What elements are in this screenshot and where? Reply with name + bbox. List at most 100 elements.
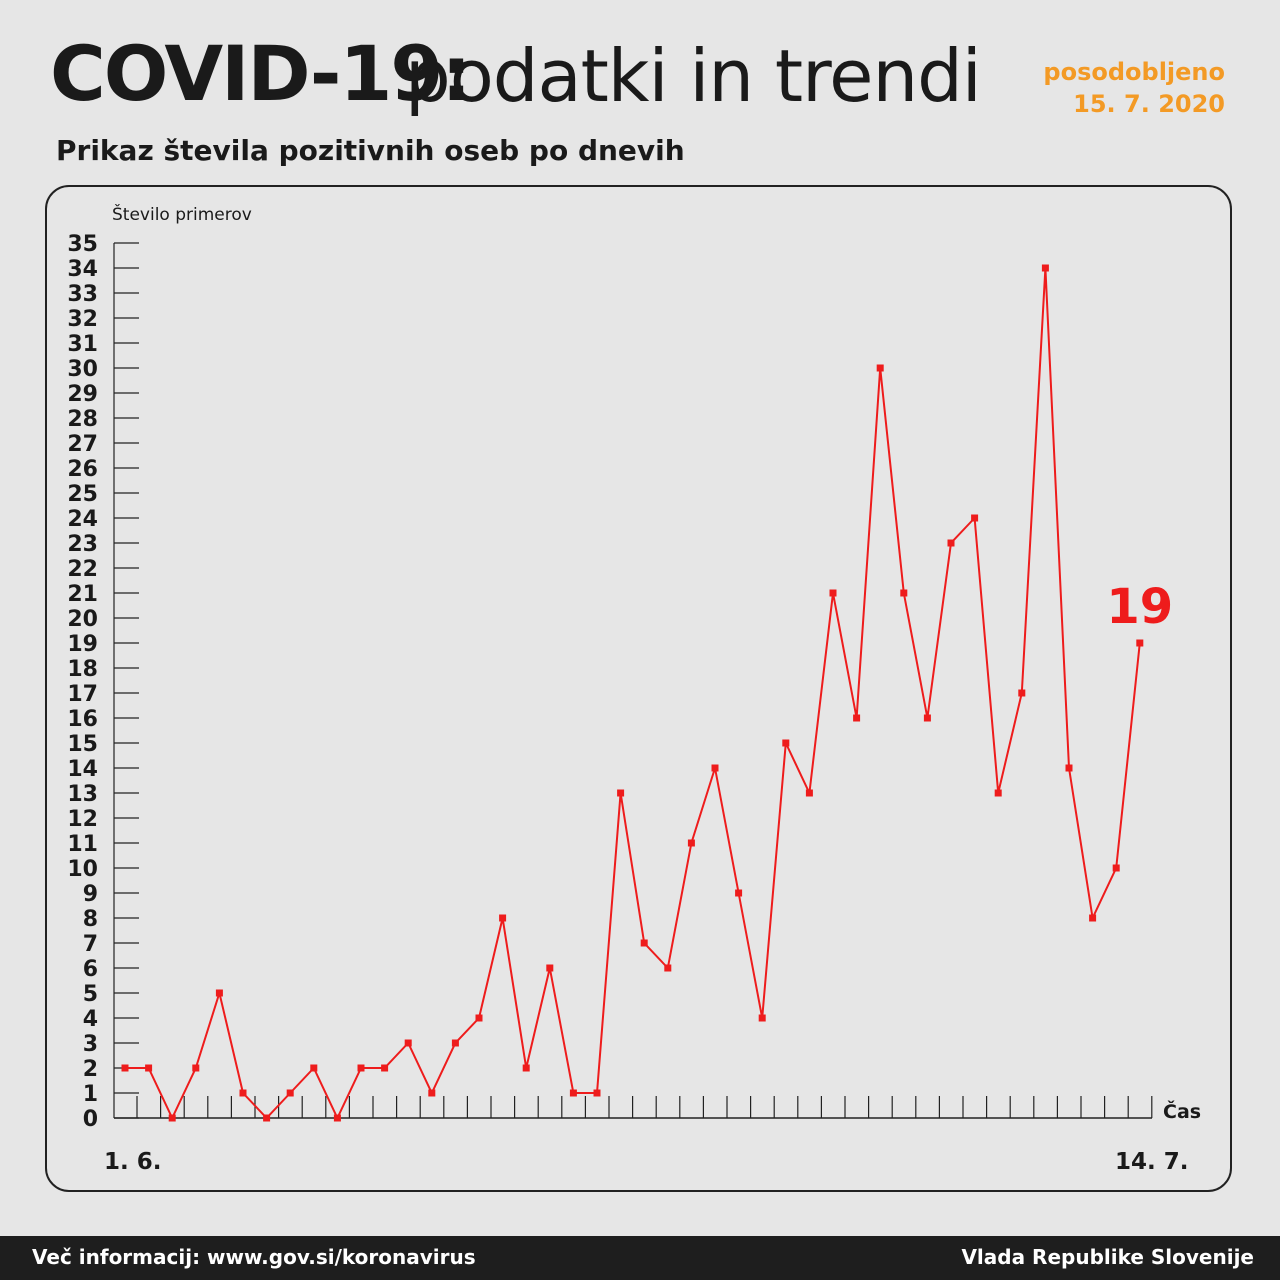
data-point [286,1089,294,1097]
data-point [617,789,625,797]
data-point [735,889,743,897]
data-point [192,1064,200,1072]
data-point [381,1064,389,1072]
y-tick-label: 12 [67,807,98,832]
data-point [1018,689,1026,697]
y-tick-label: 28 [67,407,98,432]
y-tick-label: 14 [67,757,98,782]
y-tick-label: 9 [83,882,98,907]
chart-panel [45,185,1232,1192]
data-point [1041,264,1049,272]
y-tick-label: 33 [67,282,98,307]
data-point [404,1039,412,1047]
x-axis [114,1096,1153,1119]
x-start-label: 1. 6. [104,1149,162,1175]
y-tick-label: 16 [67,707,98,732]
data-point [499,914,507,922]
y-tick-label: 26 [67,457,98,482]
data-point [900,589,908,597]
y-tick-label: 1 [83,1082,98,1107]
data-point [333,1114,341,1122]
title-light: podatki in trendi [405,34,982,118]
y-tick-label: 27 [67,432,98,457]
data-point [593,1089,601,1097]
data-point [805,789,813,797]
data-point [145,1064,153,1072]
y-tick-label: 15 [67,732,98,757]
y-axis-label: Število primerov [112,203,252,225]
footer-bar: Več informacij: www.gov.si/koronavirus V… [0,1236,1280,1280]
data-point [711,764,719,772]
data-point [947,539,955,547]
line-chart: Število primerov 01234567891011121314151… [67,203,1201,1175]
series-line [125,267,1141,1121]
updated-date: 15. 7. 2020 [1073,90,1225,118]
y-tick-label: 21 [67,582,98,607]
data-point [475,1014,483,1022]
data-point [923,714,931,722]
data-point [310,1064,318,1072]
data-point [994,789,1002,797]
y-axis: 0123456789101112131415161718192021222324… [67,232,139,1132]
data-point [168,1114,176,1122]
data-point [451,1039,459,1047]
y-tick-label: 10 [67,857,98,882]
data-point [569,1089,577,1097]
data-point [1089,914,1097,922]
data-point [263,1114,271,1122]
y-tick-label: 17 [67,682,98,707]
data-point [687,839,695,847]
data-point [640,939,648,947]
title-bold: COVID-19: [50,29,472,118]
y-tick-label: 7 [83,932,98,957]
y-tick-label: 20 [67,607,98,632]
data-point [876,364,884,372]
y-tick-label: 32 [67,307,98,332]
footer-info-link[interactable]: Več informacij: www.gov.si/koronavirus [32,1245,476,1269]
y-tick-label: 23 [67,532,98,557]
y-tick-label: 6 [83,957,98,982]
y-tick-label: 25 [67,482,98,507]
data-point [664,964,672,972]
data-point [215,989,223,997]
data-point [829,589,837,597]
y-tick-label: 3 [83,1032,98,1057]
updated-label: posodobljeno [1043,58,1225,86]
footer-org: Vlada Republike Slovenije [961,1245,1254,1269]
last-value-label: 19 [1106,579,1173,635]
data-point [1136,639,1144,647]
y-tick-label: 8 [83,907,98,932]
y-tick-label: 24 [67,507,98,532]
y-tick-label: 0 [83,1107,98,1132]
data-point [758,1014,766,1022]
x-end-label: 14. 7. [1115,1149,1189,1175]
y-tick-label: 13 [67,782,98,807]
y-tick-label: 19 [67,632,98,657]
data-point [239,1089,247,1097]
data-point [782,739,790,747]
data-point [428,1089,436,1097]
y-tick-label: 22 [67,557,98,582]
chart-subtitle: Prikaz števila pozitivnih oseb po dnevih [56,134,685,167]
y-tick-label: 11 [67,832,98,857]
y-tick-label: 35 [67,232,98,257]
x-axis-label: Čas [1163,1099,1201,1123]
y-tick-label: 31 [67,332,98,357]
y-tick-label: 34 [67,257,98,282]
y-tick-label: 5 [83,982,98,1007]
data-point [522,1064,530,1072]
data-point [121,1064,129,1072]
data-point [853,714,861,722]
series-points [121,264,1144,1122]
y-tick-label: 2 [83,1057,98,1082]
data-point [546,964,554,972]
data-point [1065,764,1073,772]
y-tick-label: 4 [83,1007,98,1032]
y-tick-label: 18 [67,657,98,682]
y-tick-label: 30 [67,357,98,382]
y-tick-label: 29 [67,382,98,407]
data-point [1112,864,1120,872]
data-point [357,1064,365,1072]
updated-block: posodobljeno 15. 7. 2020 [1043,56,1225,120]
data-point [971,514,979,522]
